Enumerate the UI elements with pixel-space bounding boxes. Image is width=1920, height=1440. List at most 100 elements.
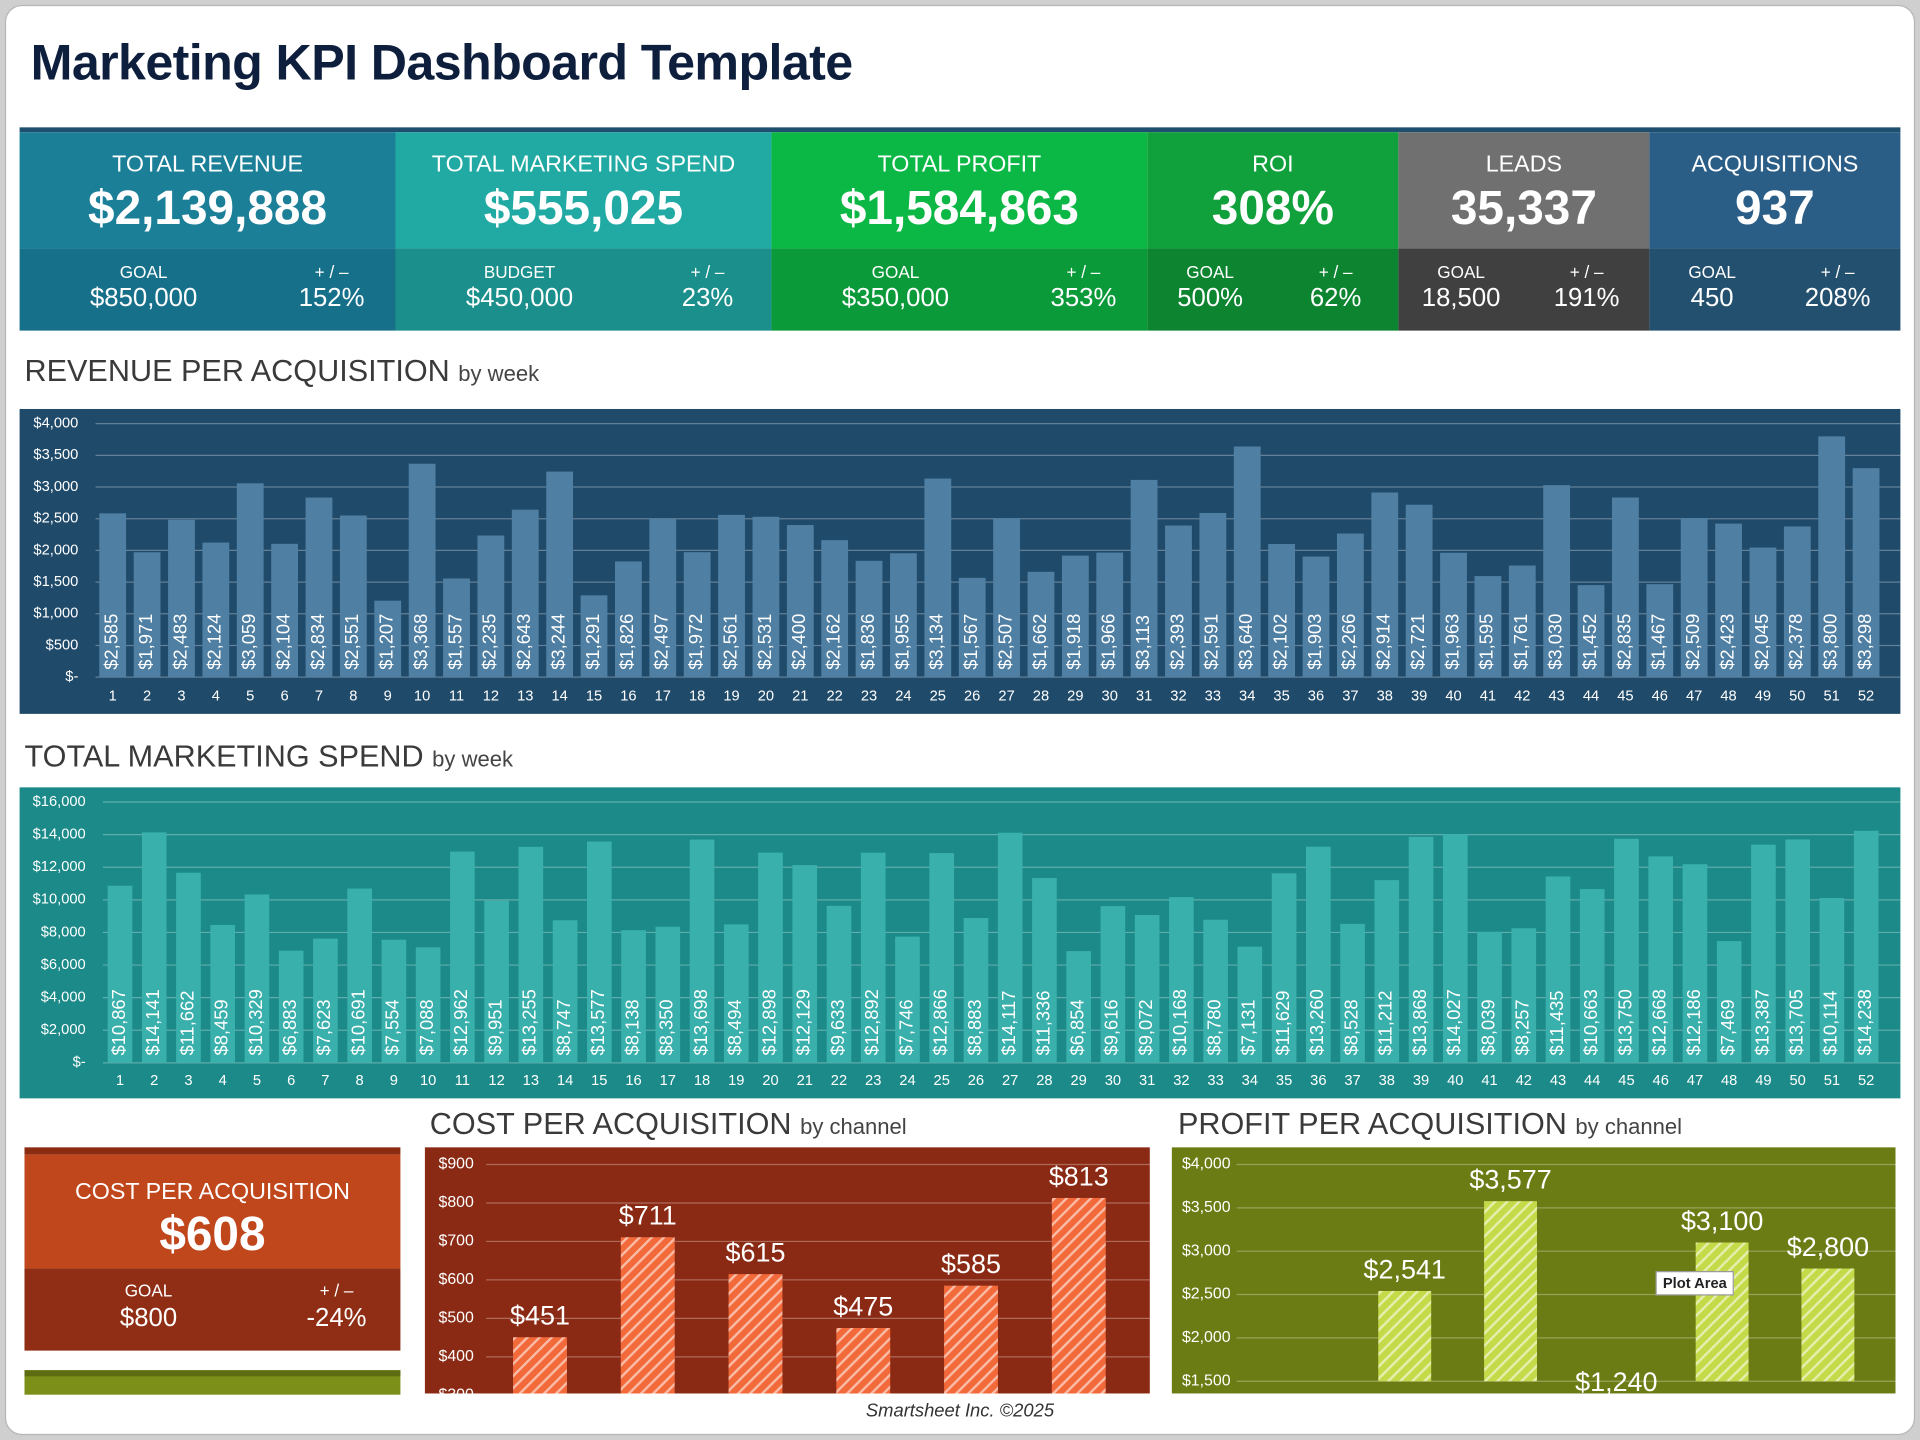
value-label: $1,826 [616, 614, 637, 670]
x-tick-label: 37 [1344, 1073, 1360, 1089]
value-label: $7,554 [382, 999, 403, 1055]
value-label: $14,117 [998, 990, 1019, 1055]
bar [728, 1274, 783, 1394]
kpi-top: ROI 308% [1147, 132, 1399, 249]
value-label: $2,045 [1751, 614, 1772, 670]
value-label: $12,866 [930, 989, 951, 1055]
x-tick-label: 44 [1583, 689, 1599, 705]
value-label: $12,962 [450, 989, 471, 1055]
x-tick-label: 14 [557, 1073, 573, 1089]
value-label: $1,595 [1476, 614, 1497, 670]
bar [1853, 830, 1879, 1063]
value-label: $10,168 [1169, 989, 1190, 1055]
value-label: $3,113 [1132, 615, 1153, 670]
kpi-top: TOTAL REVENUE $2,139,888 [19, 132, 396, 249]
kpi-value: $608 [159, 1208, 266, 1262]
bar [826, 905, 852, 1063]
goal-value: $850,000 [90, 284, 198, 313]
x-tick-label: 48 [1720, 689, 1736, 705]
chart: $300 $400 $500 $600 $700 $800 $900 $451 $711 $615… [424, 1147, 1150, 1394]
x-tick-label: 8 [356, 1073, 364, 1089]
kpi-value: 35,337 [1450, 182, 1597, 236]
delta-label: + / – [1318, 262, 1353, 282]
value-label: $1,567 [960, 614, 981, 670]
value-label: $3,244 [547, 614, 568, 670]
value-label: $12,892 [861, 989, 882, 1055]
x-tick-label: 12 [483, 689, 499, 705]
value-label: $2,800 [1787, 1232, 1869, 1262]
y-tick-label: $500 [438, 1310, 474, 1327]
bar [546, 471, 574, 678]
bar [1577, 585, 1605, 678]
bar [1134, 914, 1160, 1063]
bar [1237, 946, 1263, 1063]
kpi-bottom: GOAL 450 + / –208% [1649, 248, 1901, 331]
kpi-card: ROI 308% GOAL 500% + / –62% [1147, 132, 1399, 331]
green-strip [24, 1370, 401, 1395]
y-tick-label: $4,000 [1182, 1156, 1231, 1173]
bar [1306, 846, 1331, 1063]
x-tick-label: 49 [1755, 689, 1771, 705]
kpi-card: TOTAL MARKETING SPEND $555,025 BUDGET $450,… [395, 132, 772, 331]
y-tick-label: $600 [438, 1271, 474, 1288]
bar [518, 846, 544, 1063]
x-tick-label: 33 [1207, 1073, 1223, 1089]
value-label: $14,141 [142, 989, 163, 1055]
value-label: $12,186 [1683, 989, 1704, 1055]
value-label: $11,629 [1272, 990, 1293, 1055]
x-tick-label: 41 [1480, 689, 1496, 705]
value-label: $2,235 [479, 614, 500, 670]
bar [1484, 1201, 1537, 1382]
x-tick-label: 43 [1550, 1073, 1566, 1089]
kpi-bottom: GOAL $800 + / – -24% [24, 1268, 401, 1351]
delta-value: 208% [1804, 284, 1871, 313]
x-tick-label: 46 [1652, 689, 1668, 705]
y-tick-label: $14,000 [33, 827, 86, 843]
bar [1169, 897, 1194, 1063]
value-label: $2,423 [1716, 614, 1737, 670]
bar [271, 543, 299, 678]
kpi-label: COST PER ACQUISITION [74, 1179, 350, 1205]
bar [1716, 941, 1742, 1063]
y-tick-label: $2,000 [33, 542, 78, 558]
bar [895, 936, 920, 1063]
value-label: $7,746 [895, 999, 916, 1055]
y-tick-label: $3,000 [1182, 1242, 1231, 1259]
value-label: $1,963 [1441, 614, 1462, 670]
value-label: $11,212 [1375, 990, 1396, 1055]
kpi-value: $555,025 [483, 182, 684, 236]
bar [1051, 1197, 1106, 1394]
bar [202, 542, 230, 678]
bar [836, 1327, 891, 1394]
value-label: $2,835 [1613, 614, 1634, 670]
y-tick-label: $2,500 [33, 511, 78, 527]
x-tick-label: 13 [517, 689, 533, 705]
bar [1203, 919, 1228, 1063]
x-tick-label: 51 [1824, 689, 1840, 705]
y-tick-label: $2,000 [41, 1022, 86, 1038]
value-label: $1,966 [1098, 614, 1119, 670]
bar [1408, 836, 1434, 1063]
x-tick-label: 16 [625, 1073, 641, 1089]
kpi-value: 308% [1211, 182, 1334, 236]
bar [1680, 518, 1708, 678]
y-tick-label: $2,000 [1182, 1329, 1231, 1346]
value-label: $14,027 [1443, 989, 1464, 1055]
x-tick-label: 36 [1310, 1073, 1326, 1089]
y-tick-label: $- [65, 669, 78, 685]
x-tick-label: 8 [349, 689, 357, 705]
x-tick-label: 45 [1617, 689, 1633, 705]
goal-value: 450 [1690, 284, 1734, 313]
bar [1032, 878, 1057, 1063]
bar [1477, 931, 1502, 1063]
bar [1646, 584, 1674, 678]
bar [1374, 880, 1400, 1063]
chart: $- $500 $1,000 $1,500 $2,000 $2,500 $3,000 $3,5… [19, 408, 1901, 714]
bar [1061, 555, 1089, 678]
bar [1543, 485, 1571, 678]
delta-value: 23% [681, 284, 734, 313]
x-tick-label: 32 [1173, 1073, 1189, 1089]
value-label: $8,494 [724, 999, 745, 1055]
kpi-card: TOTAL REVENUE $2,139,888 GOAL $850,000 + / –… [19, 132, 396, 331]
x-tick-label: 38 [1377, 689, 1393, 705]
